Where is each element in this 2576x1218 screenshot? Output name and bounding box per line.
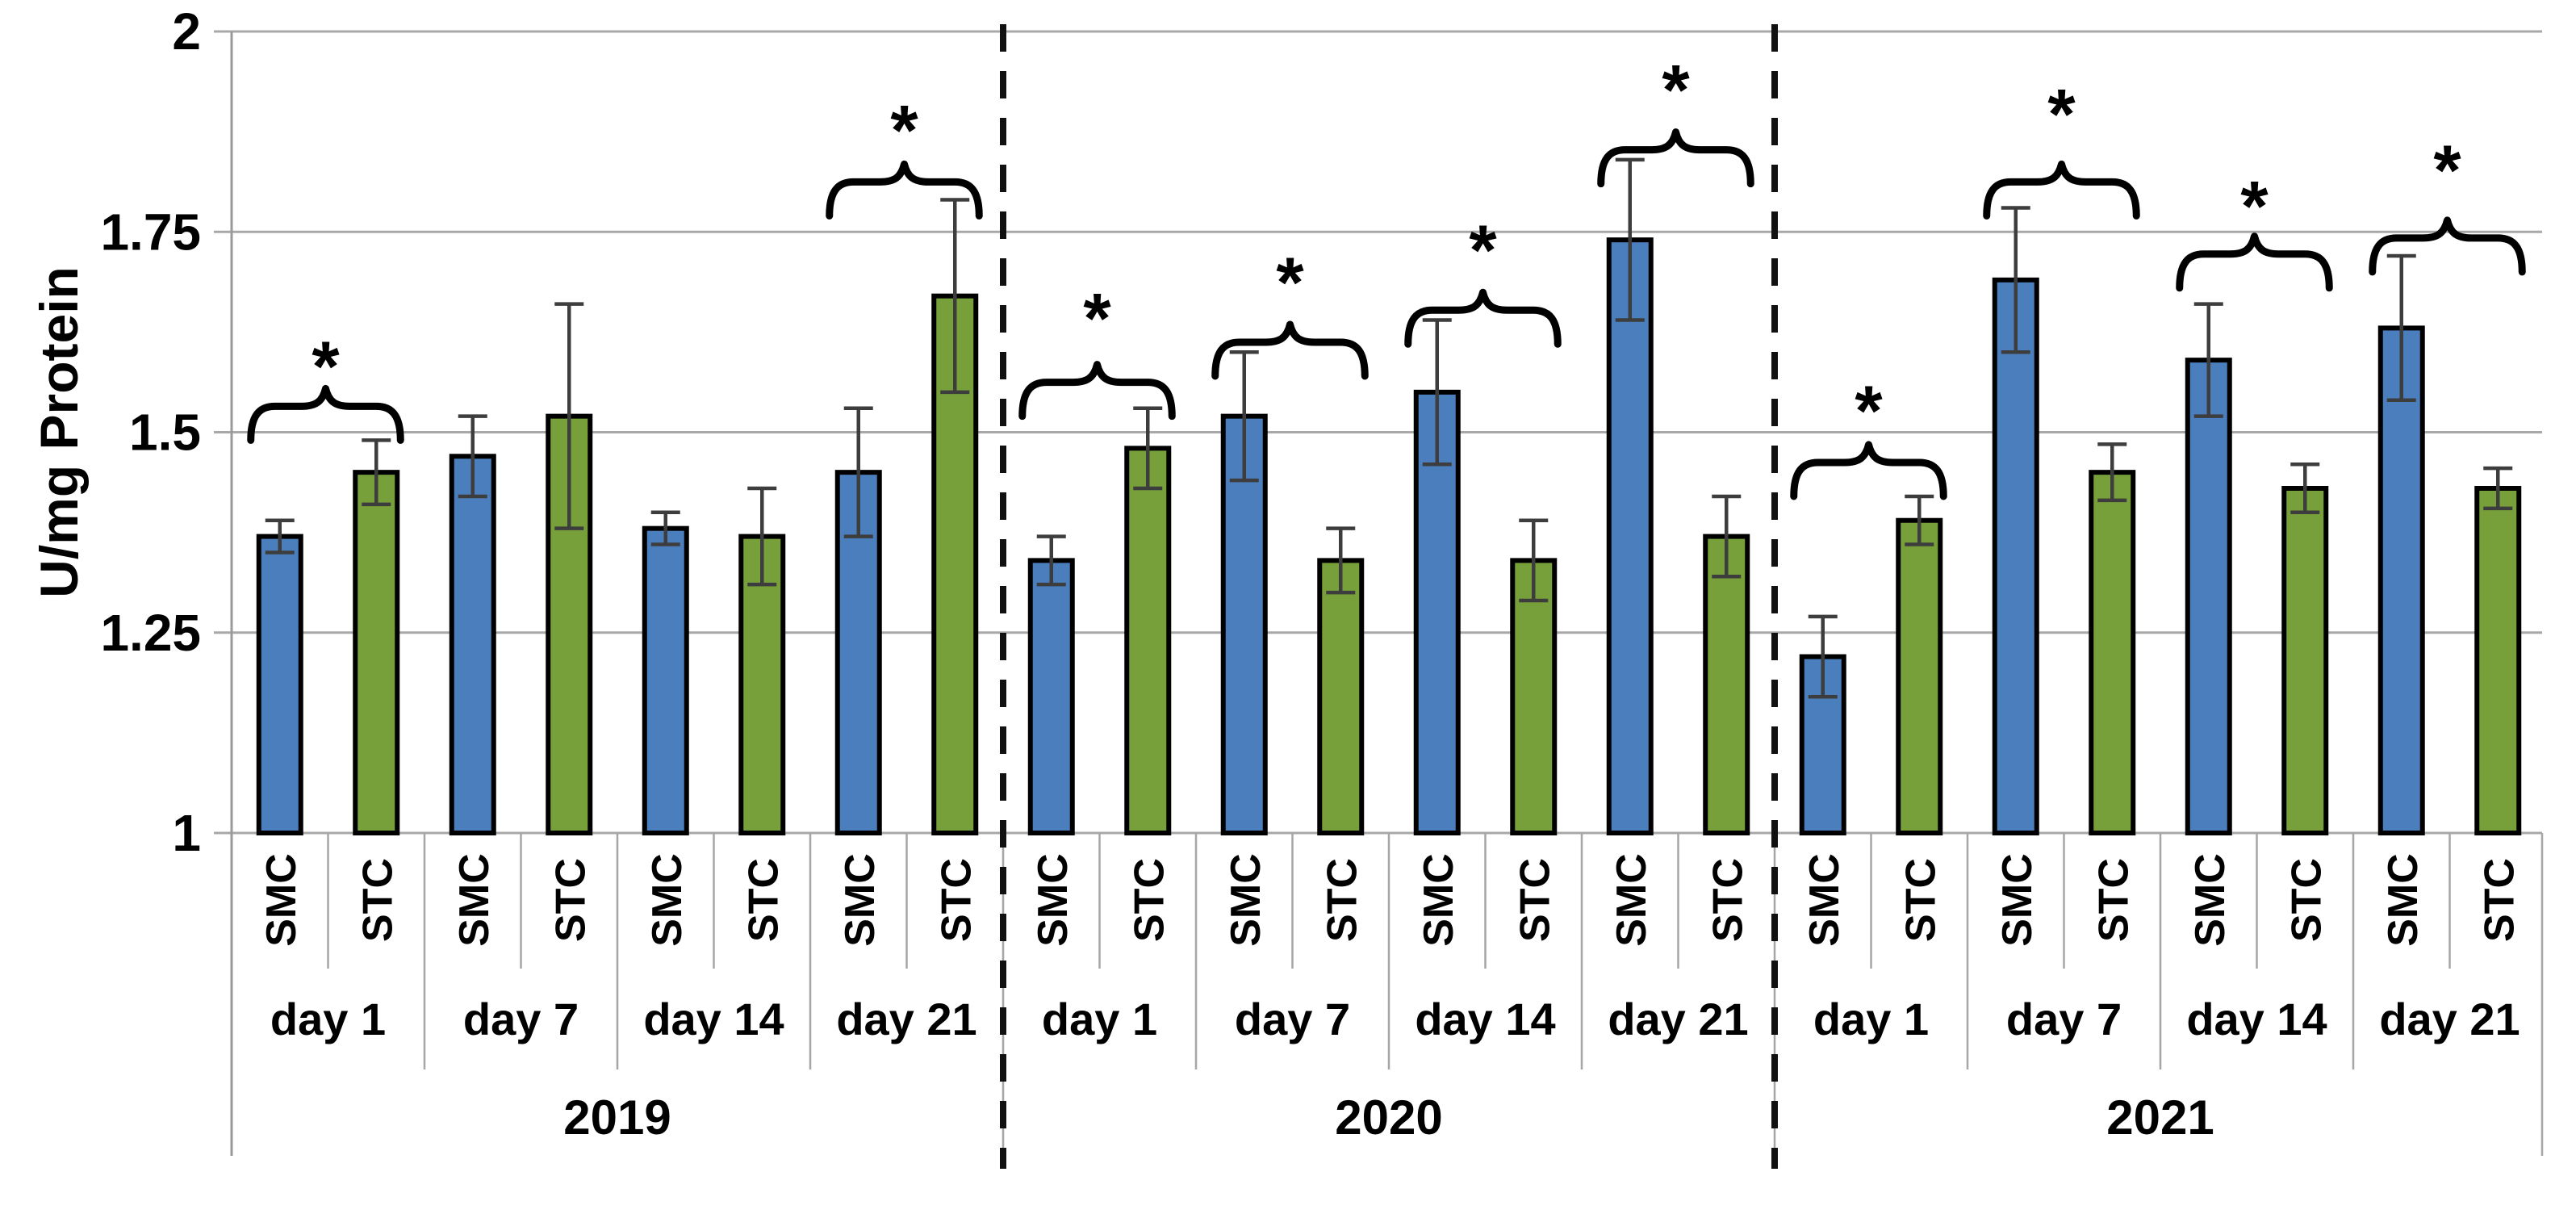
y-tick-label-1: 1	[172, 804, 201, 862]
sig-brace-2021-day-1	[1790, 441, 1947, 500]
day-label-2021-day-1: day 1	[1813, 994, 1929, 1044]
day-label-2021-day-7: day 7	[2006, 994, 2122, 1044]
bar-2021-day-14-stc	[2281, 486, 2329, 835]
day-label-2020-day-1: day 1	[1042, 994, 1157, 1044]
series-label-2019-day-14-stc: STC	[740, 858, 787, 942]
sig-star-2021-day-1: *	[1855, 370, 1883, 450]
bar-2021-day-7-smc	[1992, 277, 2039, 835]
series-label-2019-day-1-smc: SMC	[258, 853, 305, 947]
y-tick-label-1.25: 1.25	[100, 604, 201, 662]
series-label-2020-day-7-smc: SMC	[1223, 853, 1269, 947]
sig-star-2020-day-21: *	[1662, 50, 1690, 130]
day-label-2019-day-1: day 1	[270, 994, 386, 1044]
sig-star-2020-day-14: *	[1469, 210, 1497, 290]
year-label-2019: 2019	[563, 1090, 671, 1145]
y-tick-label-1.75: 1.75	[100, 203, 201, 261]
series-label-2021-day-1-stc: STC	[1897, 858, 1944, 942]
year-label-2020: 2020	[1335, 1090, 1442, 1145]
day-label-2020-day-7: day 7	[1235, 994, 1350, 1044]
sig-star-2019-day-21: *	[890, 90, 918, 170]
sig-brace-2021-day-7	[1983, 160, 2140, 220]
bar-2020-day-21-stc	[1703, 534, 1750, 836]
sig-star-2019-day-1: *	[312, 326, 340, 406]
series-label-2021-day-21-smc: SMC	[2380, 853, 2427, 947]
series-label-2019-day-21-smc: SMC	[837, 853, 884, 947]
y-axis-title: U/mg Protein	[29, 266, 89, 598]
y-tick-label-2: 2	[172, 2, 201, 61]
series-label-2019-day-14-smc: SMC	[644, 853, 691, 947]
day-label-2021-day-21: day 21	[2379, 994, 2520, 1044]
sig-brace-2019-day-21	[826, 160, 983, 220]
bar-2021-day-21-stc	[2474, 486, 2522, 835]
series-label-2020-day-21-smc: SMC	[1608, 853, 1655, 947]
day-label-2021-day-14: day 14	[2186, 994, 2327, 1044]
series-label-2021-day-21-stc: STC	[2476, 858, 2523, 942]
day-label-2019-day-14: day 14	[643, 994, 784, 1044]
series-label-2021-day-7-smc: SMC	[1994, 853, 2041, 947]
series-label-2021-day-14-stc: STC	[2283, 858, 2330, 942]
bar-2021-day-1-stc	[1896, 517, 1943, 835]
sig-brace-2019-day-1	[247, 384, 404, 444]
sig-brace-2021-day-14	[2176, 232, 2333, 292]
series-label-2020-day-14-smc: SMC	[1416, 853, 1462, 947]
sig-brace-2020-day-21	[1597, 128, 1754, 188]
sig-brace-2020-day-7	[1211, 320, 1369, 380]
bar-2019-day-7-smc	[449, 454, 496, 835]
day-label-2020-day-21: day 21	[1608, 994, 1748, 1044]
series-label-2021-day-14-smc: SMC	[2187, 853, 2234, 947]
sig-brace-2020-day-1	[1018, 361, 1176, 421]
series-label-2020-day-7-stc: STC	[1319, 858, 1365, 942]
series-label-2020-day-21-stc: STC	[1704, 858, 1751, 942]
series-label-2019-day-1-stc: STC	[354, 858, 401, 942]
sig-brace-2020-day-14	[1404, 288, 1562, 348]
sig-star-2020-day-7: *	[1276, 242, 1304, 322]
series-label-2019-day-7-stc: STC	[547, 858, 594, 942]
year-label-2021: 2021	[2106, 1090, 2214, 1145]
series-label-2021-day-7-stc: STC	[2090, 858, 2137, 942]
bar-2020-day-1-stc	[1124, 446, 1172, 835]
sig-star-2021-day-21: *	[2433, 130, 2461, 210]
bar-2019-day-1-stc	[353, 470, 400, 836]
series-label-2021-day-1-smc: SMC	[1801, 853, 1848, 947]
day-label-2019-day-7: day 7	[463, 994, 579, 1044]
series-label-2020-day-14-stc: STC	[1512, 858, 1558, 942]
sig-star-2020-day-1: *	[1083, 278, 1111, 358]
bar-2021-day-7-stc	[2089, 470, 2136, 836]
bar-2020-day-1-smc	[1027, 558, 1075, 835]
sig-star-2021-day-7: *	[2047, 73, 2076, 153]
sig-brace-2021-day-21	[2369, 216, 2526, 276]
y-tick-label-1.5: 1.5	[129, 404, 201, 462]
bar-2019-day-14-smc	[642, 525, 689, 835]
bar-2019-day-1-smc	[256, 534, 303, 836]
series-label-2019-day-7-smc: SMC	[451, 853, 498, 947]
bar-2021-day-21-smc	[2377, 325, 2425, 836]
series-label-2020-day-1-stc: STC	[1126, 858, 1173, 942]
series-label-2020-day-1-smc: SMC	[1030, 853, 1077, 947]
bar-2021-day-14-smc	[2185, 358, 2232, 835]
day-label-2020-day-14: day 14	[1415, 994, 1555, 1044]
series-label-2019-day-21-stc: STC	[933, 858, 980, 942]
sig-star-2021-day-14: *	[2240, 166, 2269, 246]
bar-2020-day-21-smc	[1606, 237, 1654, 835]
bar-2020-day-7-stc	[1317, 558, 1365, 835]
day-label-2019-day-21: day 21	[836, 994, 976, 1044]
